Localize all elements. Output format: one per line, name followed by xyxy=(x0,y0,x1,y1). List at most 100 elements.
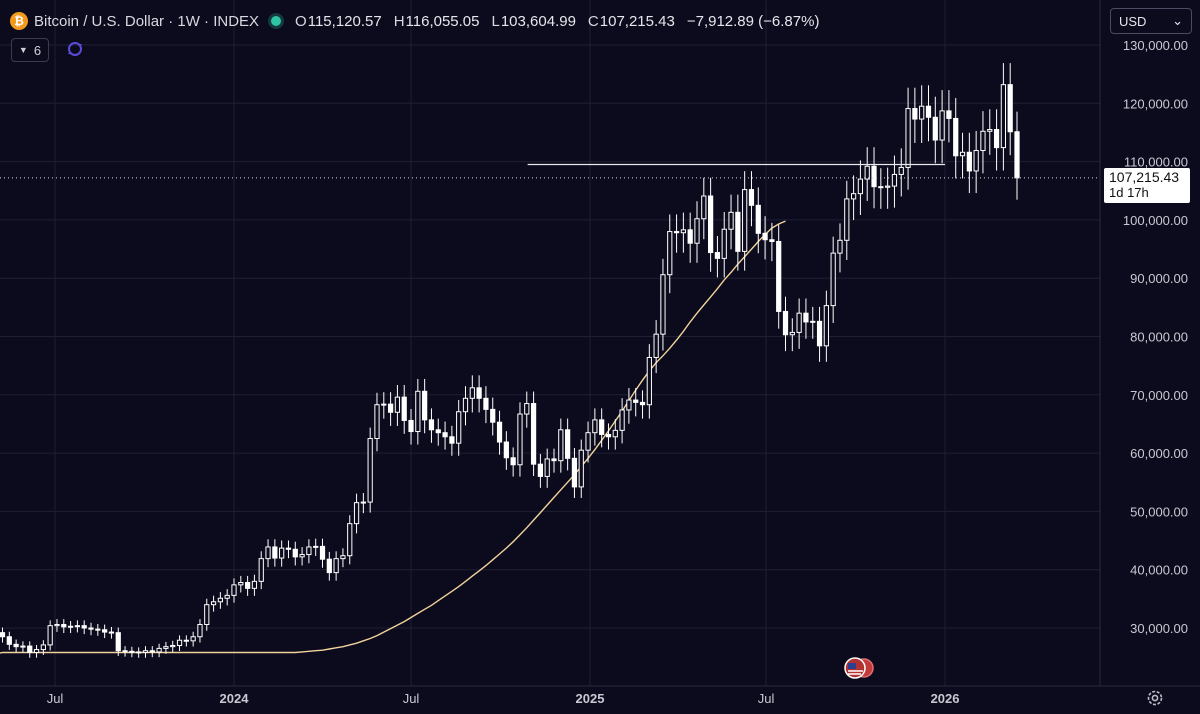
candle-body xyxy=(885,185,891,188)
candle-body xyxy=(483,397,489,410)
candle xyxy=(442,421,448,450)
candle-body xyxy=(238,582,244,586)
candle-body xyxy=(190,636,196,642)
sync-icon[interactable] xyxy=(66,40,84,58)
candle xyxy=(299,547,305,566)
candle-body xyxy=(47,625,53,646)
candle-body xyxy=(156,647,162,653)
candle-body xyxy=(599,419,605,435)
candle-body xyxy=(551,458,557,462)
currency-value: USD xyxy=(1119,13,1147,29)
candle xyxy=(721,212,727,278)
candle xyxy=(469,375,475,413)
symbol-title[interactable]: Bitcoin / U.S. Dollar · 1W · INDEX xyxy=(34,12,260,30)
candle xyxy=(769,222,775,262)
candle xyxy=(20,641,26,653)
candle-body xyxy=(864,165,870,180)
candle-body xyxy=(919,105,925,120)
candle-body xyxy=(449,436,455,444)
us-flag-event-icon[interactable] xyxy=(844,657,874,679)
candle xyxy=(13,639,19,653)
x-tick-label: Jul xyxy=(758,691,775,706)
high-label: H xyxy=(393,12,405,30)
candle xyxy=(245,575,251,596)
candle xyxy=(176,635,183,651)
candle-body xyxy=(88,627,94,630)
candle-body xyxy=(340,555,346,560)
candle xyxy=(667,214,673,294)
candle xyxy=(850,175,857,221)
candle-body xyxy=(306,546,312,556)
candle xyxy=(905,87,911,190)
candle xyxy=(285,540,292,559)
candle-body xyxy=(6,636,12,645)
y-tick-label: 100,000.00 xyxy=(1123,213,1188,228)
candle xyxy=(878,168,884,209)
candle-body xyxy=(721,228,727,259)
candle xyxy=(490,397,496,436)
candle xyxy=(837,223,843,273)
candle xyxy=(810,306,816,339)
chevron-down-icon: ▼ xyxy=(18,45,28,55)
candle-body xyxy=(129,650,135,653)
low-label: L xyxy=(491,12,500,30)
candle xyxy=(816,306,823,362)
currency-select[interactable]: USD ⌄ xyxy=(1110,8,1192,34)
x-tick-label: Jul xyxy=(403,691,420,706)
candle xyxy=(980,111,986,174)
candle xyxy=(163,641,169,654)
candle-body xyxy=(442,432,448,438)
candle-body xyxy=(0,632,6,638)
candle-body xyxy=(163,646,169,649)
candle xyxy=(571,448,578,498)
candle-body xyxy=(503,441,509,459)
candle xyxy=(435,418,441,446)
candle xyxy=(987,109,993,155)
candle-body xyxy=(537,463,544,477)
current-price-tag: 107,215.43 1d 17h xyxy=(1104,168,1190,203)
candle-body xyxy=(619,409,625,431)
candle-body xyxy=(565,429,571,459)
candle-body xyxy=(176,639,183,646)
candle-body xyxy=(204,604,210,626)
candle-body xyxy=(54,624,60,627)
candle xyxy=(340,548,346,568)
gear-icon[interactable] xyxy=(1146,689,1164,707)
candle xyxy=(503,431,509,470)
candle xyxy=(939,90,945,164)
candle xyxy=(387,392,394,426)
candle-body xyxy=(530,403,537,465)
candle xyxy=(633,387,639,417)
candle-body xyxy=(687,229,693,244)
candle xyxy=(6,631,12,650)
candle-body xyxy=(646,356,652,406)
close-value: 107,215.43 xyxy=(599,12,675,30)
candle xyxy=(537,454,544,488)
candle-body xyxy=(415,390,421,433)
candle xyxy=(496,410,503,455)
indicators-toggle-button[interactable]: ▼ 6 xyxy=(11,38,49,62)
candle xyxy=(993,109,1000,171)
candle xyxy=(272,539,278,567)
candle-body xyxy=(197,624,203,638)
candle xyxy=(122,646,128,657)
candle xyxy=(156,643,162,658)
candle xyxy=(401,384,407,434)
candle xyxy=(687,212,693,263)
candle xyxy=(381,392,387,419)
candle xyxy=(102,624,108,639)
candle-body xyxy=(67,625,74,628)
candle-body xyxy=(653,333,659,358)
candle-body xyxy=(796,312,802,333)
candle xyxy=(789,318,795,352)
candle xyxy=(476,375,482,413)
x-tick-label: 2025 xyxy=(576,691,605,706)
candle-body xyxy=(251,580,258,589)
candle xyxy=(483,386,489,424)
candle xyxy=(231,578,237,603)
candle-body xyxy=(374,404,380,440)
candle xyxy=(54,619,60,632)
candle-body xyxy=(367,438,373,503)
